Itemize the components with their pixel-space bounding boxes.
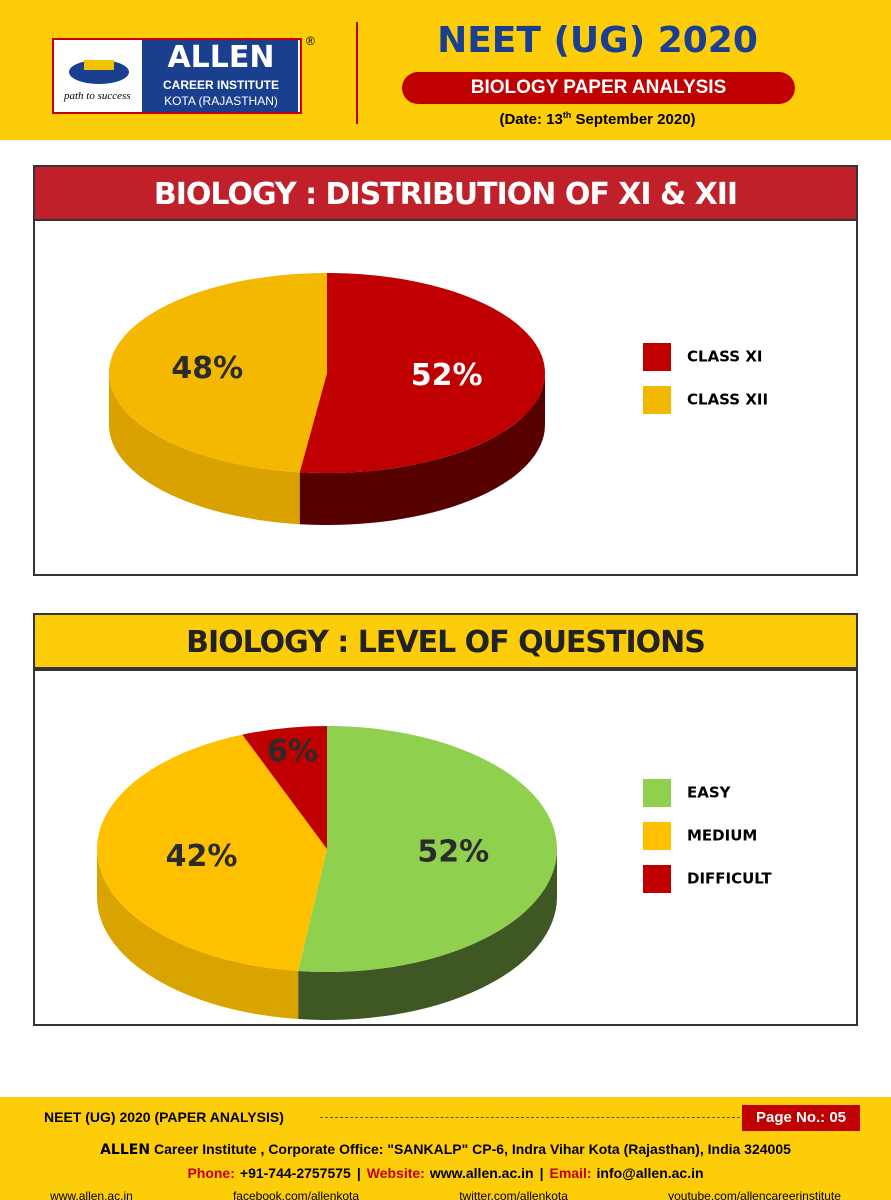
legend-swatch bbox=[643, 822, 671, 850]
legend-swatch bbox=[643, 865, 671, 893]
contact-value: +91-744-2757575 bbox=[239, 1165, 351, 1181]
pie-slice bbox=[298, 726, 558, 972]
address-brand: ALLEN bbox=[100, 1142, 151, 1158]
subtitle: BIOLOGY PAPER ANALYSIS bbox=[402, 72, 795, 104]
legend-label: EASY bbox=[687, 784, 732, 802]
data-label: 6% bbox=[267, 734, 318, 769]
title: NEET (UG) 2020 bbox=[437, 20, 758, 61]
pie-slice bbox=[299, 273, 545, 473]
address-text: Career Institute , Corporate Office: "SA… bbox=[153, 1141, 791, 1157]
links: www.allen.ac.in facebook.com/allenkota twi… bbox=[0, 1189, 891, 1200]
contacts: Phone: +91-744-2757575 | Website: www.allen.… bbox=[0, 1165, 891, 1181]
panel-title: BIOLOGY : DISTRIBUTION OF XI & XII bbox=[33, 165, 858, 221]
separator: | bbox=[356, 1165, 361, 1181]
location: KOTA (RAJASTHAN) bbox=[164, 94, 278, 108]
date: (Date: 13th September 2020) bbox=[400, 110, 795, 128]
data-label: 52% bbox=[417, 835, 489, 870]
panel: 52% 42% 6% EASY MEDIUM DIFFICULT bbox=[33, 669, 858, 1026]
pie-side bbox=[299, 373, 545, 525]
data-label: 48% bbox=[171, 351, 243, 386]
registered: ® bbox=[306, 34, 315, 48]
pie-slice bbox=[97, 734, 327, 972]
pie-side bbox=[298, 849, 557, 1020]
link: youtube.com/allencareerinstitute bbox=[668, 1189, 841, 1200]
contact-label: Email: bbox=[549, 1165, 592, 1181]
footer: NEET (UG) 2020 (PAPER ANALYSIS) Page No.… bbox=[0, 1097, 891, 1200]
data-label: 42% bbox=[166, 839, 238, 874]
panel: 52% 48% CLASS XI CLASS XII bbox=[33, 219, 858, 576]
logo-icon bbox=[69, 60, 129, 84]
contact-label: Phone: bbox=[187, 1165, 235, 1181]
date-suffix: September 2020) bbox=[575, 111, 696, 128]
pie-chart: 52% 48% CLASS XI CLASS XII bbox=[108, 273, 768, 525]
link: www.allen.ac.in bbox=[50, 1189, 133, 1200]
date-prefix: (Date: 13 bbox=[499, 111, 563, 128]
legend-swatch bbox=[643, 386, 671, 414]
legend-label: MEDIUM bbox=[687, 827, 757, 845]
pie-side bbox=[109, 373, 300, 525]
address: ALLEN Career Institute , Corporate Offic… bbox=[0, 1141, 891, 1158]
header: path to success ALLEN ® CAREER INSTITUTE… bbox=[0, 0, 891, 140]
contact-value: info@allen.ac.in bbox=[596, 1165, 704, 1181]
pie-slice bbox=[108, 273, 328, 473]
contact-label: Website: bbox=[366, 1165, 425, 1181]
pie-chart: 52% 42% 6% EASY MEDIUM DIFFICULT bbox=[97, 726, 772, 1020]
footer-label: NEET (UG) 2020 (PAPER ANALYSIS) bbox=[44, 1109, 284, 1125]
separator: | bbox=[539, 1165, 544, 1181]
legend-swatch bbox=[643, 343, 671, 371]
legend-label: CLASS XI bbox=[687, 348, 762, 366]
panel-title: BIOLOGY : LEVEL OF QUESTIONS bbox=[33, 613, 858, 669]
brand: ALLEN bbox=[167, 40, 275, 75]
data-label: 52% bbox=[411, 358, 483, 393]
legend-label: CLASS XII bbox=[687, 391, 768, 409]
logo: path to success ALLEN ® CAREER INSTITUTE… bbox=[52, 34, 315, 114]
date-sup: th bbox=[562, 110, 572, 120]
pie-slice bbox=[242, 726, 327, 849]
tagline: path to success bbox=[64, 90, 131, 102]
link: facebook.com/allenkota bbox=[232, 1189, 360, 1200]
legend-label: DIFFICULT bbox=[687, 870, 772, 888]
contact-value: www.allen.ac.in bbox=[429, 1165, 534, 1181]
institute: CAREER INSTITUTE bbox=[162, 78, 279, 92]
page-number: Page No.: 05 bbox=[742, 1105, 860, 1131]
pie-side bbox=[97, 849, 299, 1020]
legend-swatch bbox=[643, 779, 671, 807]
link: twitter.com/allenkota bbox=[459, 1189, 568, 1200]
